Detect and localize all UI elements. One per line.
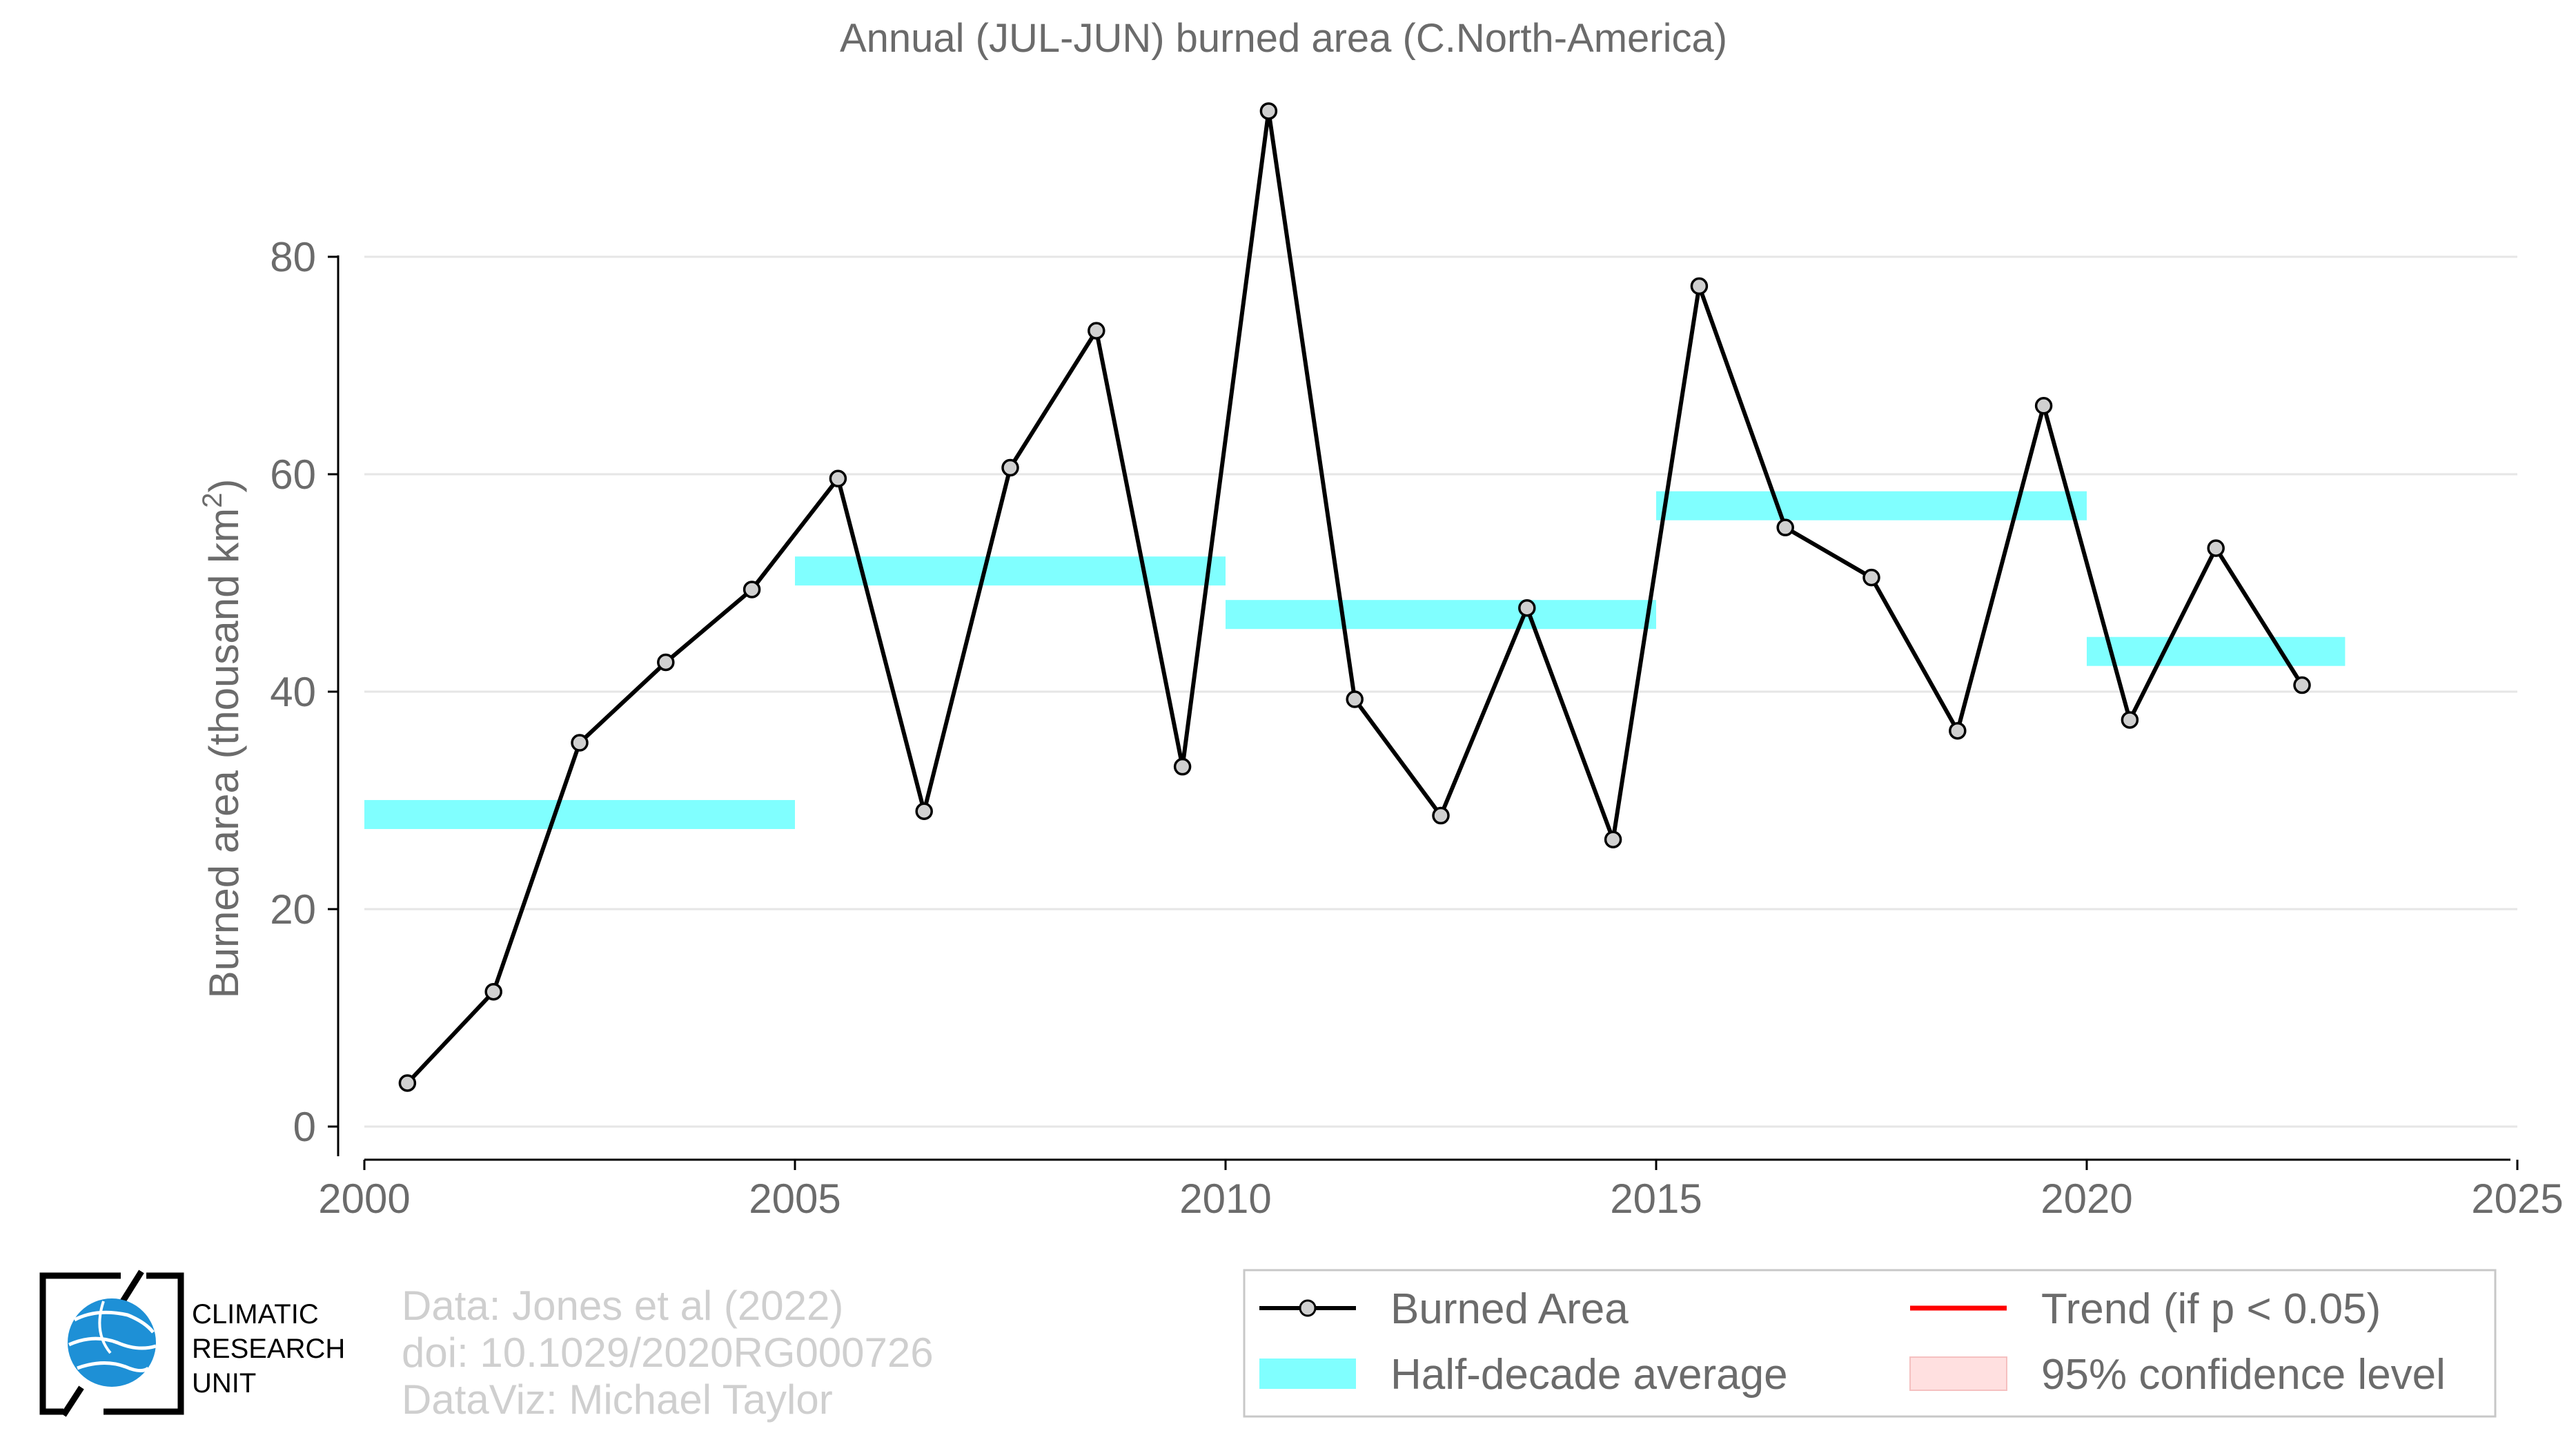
half-decade-bar-4 [2087, 636, 2346, 666]
data-point-2021 [2207, 539, 2225, 557]
credits: Data: Jones et al (2022) doi: 10.1029/20… [402, 1283, 934, 1423]
gridlines [364, 255, 2517, 1128]
legend-confidence-swatch [1909, 1356, 2007, 1391]
x-tick-label: 2025 [2471, 1176, 2563, 1222]
data-point-2022 [2293, 676, 2311, 694]
logo-text-research: RESEARCH [192, 1334, 345, 1364]
data-point-2009 [1173, 757, 1192, 776]
x-tick-label: 2010 [1179, 1176, 1271, 1222]
logo-slash-top [120, 1269, 144, 1303]
legend-label-half-decade: Half-decade average [1390, 1351, 1788, 1399]
y-tick-label: 80 [270, 234, 316, 280]
burned-area-markers [398, 102, 2311, 1092]
legend-label-confidence: 95% confidence level [2041, 1351, 2446, 1399]
chart-title: Annual (JUL-JUN) burned area (C.North-Am… [840, 16, 1727, 61]
legend-label-trend: Trend (if p < 0.05) [2041, 1285, 2381, 1333]
data-point-2002 [571, 734, 589, 752]
data-point-2020 [2121, 711, 2139, 729]
half-decade-bar-0 [364, 799, 795, 829]
legend: Burned Area Trend (if p < 0.05) Half-dec… [1243, 1269, 2497, 1418]
cru-logo: CLIMATIC RESEARCH UNIT [39, 1269, 345, 1417]
legend-burned-area-marker [1299, 1299, 1317, 1317]
data-point-2007 [1001, 458, 1019, 477]
data-point-2013 [1518, 598, 1536, 617]
legend-label-burned-area: Burned Area [1390, 1285, 1629, 1333]
data-point-2014 [1604, 830, 1622, 848]
logo-text-unit: UNIT [192, 1368, 256, 1399]
y-axis-label: Burned area (thousand km2) [197, 479, 247, 999]
logo-left-bracket [39, 1272, 121, 1415]
half-decade-bar-1 [795, 556, 1226, 586]
logo-slash-bottom [61, 1385, 84, 1417]
data-point-2011 [1346, 690, 1364, 708]
data-point-2018 [1949, 721, 1967, 740]
data-point-2005 [829, 469, 847, 488]
data-point-2017 [1862, 568, 1880, 587]
legend-box [1243, 1269, 2497, 1418]
x-ticks: 2000 2005 2010 2015 2020 2025 [318, 1160, 2564, 1222]
y-ticks: 0 20 40 60 80 [270, 234, 338, 1150]
credit-dataviz: DataViz: Michael Taylor [402, 1376, 833, 1423]
legend-half-decade-swatch [1259, 1359, 1356, 1389]
data-point-2000 [398, 1074, 417, 1092]
y-tick-label: 0 [293, 1104, 316, 1150]
half-decade-bar-2 [1226, 600, 1656, 630]
axes [337, 255, 2510, 1161]
half-decade-bar-3 [1656, 491, 2087, 520]
x-tick-label: 2020 [2041, 1176, 2132, 1222]
globe-icon [68, 1298, 157, 1387]
data-point-2001 [484, 982, 502, 1001]
credit-doi: doi: 10.1029/2020RG000726 [402, 1330, 934, 1376]
data-point-2019 [2034, 397, 2053, 415]
y-tick-label: 40 [270, 669, 316, 715]
data-point-2008 [1088, 322, 1105, 340]
y-tick-label: 60 [270, 451, 316, 498]
logo-right-bracket [104, 1272, 184, 1415]
x-tick-label: 2000 [318, 1176, 410, 1222]
logo-text-climatic: CLIMATIC [192, 1299, 319, 1330]
data-point-2004 [743, 581, 761, 598]
data-point-2003 [657, 653, 675, 672]
data-point-2015 [1690, 277, 1709, 295]
x-tick-label: 2005 [749, 1176, 840, 1222]
y-tick-label: 20 [270, 886, 316, 933]
data-point-2012 [1432, 806, 1450, 825]
data-point-2006 [915, 802, 933, 820]
data-point-2010 [1259, 102, 1278, 120]
half-decade-average-series [364, 491, 2346, 829]
credit-data-source: Data: Jones et al (2022) [402, 1283, 843, 1329]
data-point-2016 [1776, 518, 1794, 536]
x-tick-label: 2015 [1610, 1176, 1702, 1222]
